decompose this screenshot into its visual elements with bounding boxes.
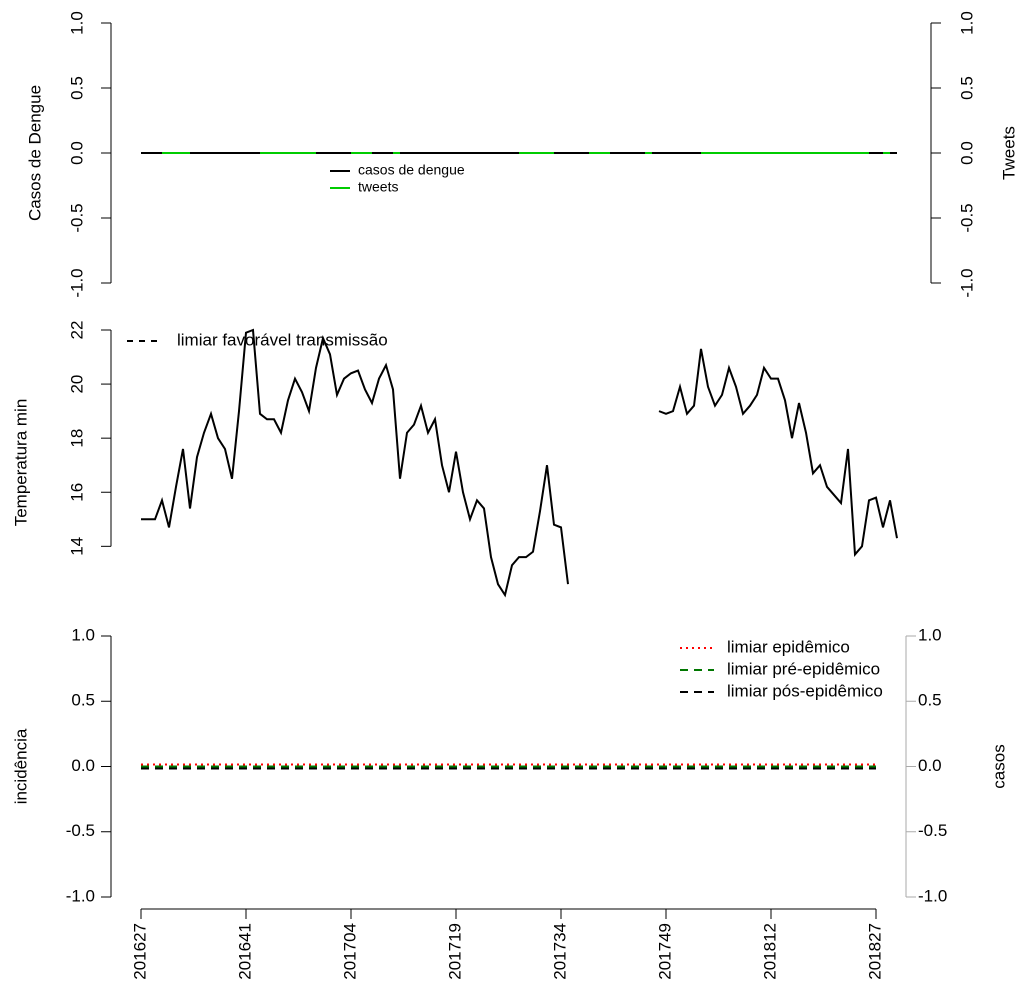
y-tick-label: 1.0 xyxy=(918,625,942,644)
axis-title: casos xyxy=(989,744,1008,788)
y-tick-label: 22 xyxy=(67,321,86,340)
legend-label: limiar epidêmico xyxy=(727,637,850,656)
y-tick-label: -0.5 xyxy=(67,203,86,232)
x-tick-label: 201641 xyxy=(235,923,254,980)
y-tick-label: 1.0 xyxy=(67,11,86,35)
y-tick-label: 0.0 xyxy=(71,756,95,775)
y-tick-label: -0.5 xyxy=(66,821,95,840)
y-tick-label: 14 xyxy=(67,537,86,556)
legend-label: casos de dengue xyxy=(358,162,465,178)
y-tick-label: 0.5 xyxy=(67,76,86,100)
x-tick-label: 201627 xyxy=(130,923,149,980)
x-tick-label: 201704 xyxy=(340,923,359,980)
y-tick-label: 0.0 xyxy=(918,756,942,775)
x-tick-label: 201812 xyxy=(760,923,779,980)
y-tick-label: 16 xyxy=(67,483,86,502)
y-tick-label: 0.5 xyxy=(918,691,942,710)
y-tick-label: -0.5 xyxy=(957,203,976,232)
y-tick-label: 0.0 xyxy=(67,141,86,165)
y-tick-label: 0.0 xyxy=(957,141,976,165)
y-tick-label: 1.0 xyxy=(71,625,95,644)
series-line xyxy=(141,328,898,598)
axis-title: Casos de Dengue xyxy=(25,85,44,221)
legend-label: limiar pré-epidêmico xyxy=(727,659,880,678)
legend-label: limiar pós-epidêmico xyxy=(727,681,883,700)
x-tick-label: 201749 xyxy=(655,923,674,980)
legend-label: tweets xyxy=(358,179,398,195)
axis-title: Temperatura min xyxy=(11,399,30,527)
x-tick-label: 201734 xyxy=(550,923,569,980)
axis-title: Tweets xyxy=(999,126,1018,180)
y-tick-label: 1.0 xyxy=(957,11,976,35)
axis-title: incidência xyxy=(11,728,30,804)
legend-label: limiar favorável transmissão xyxy=(177,330,388,349)
y-tick-label: 18 xyxy=(67,429,86,448)
x-tick-label: 201827 xyxy=(865,923,884,980)
y-tick-label: 0.5 xyxy=(71,691,95,710)
y-tick-label: -1.0 xyxy=(957,268,976,297)
y-tick-label: 20 xyxy=(67,375,86,394)
y-tick-label: -1.0 xyxy=(67,268,86,297)
y-tick-label: -0.5 xyxy=(918,821,947,840)
y-tick-label: -1.0 xyxy=(918,886,947,905)
x-tick-label: 201719 xyxy=(445,923,464,980)
y-tick-label: 0.5 xyxy=(957,76,976,100)
y-tick-label: -1.0 xyxy=(66,886,95,905)
